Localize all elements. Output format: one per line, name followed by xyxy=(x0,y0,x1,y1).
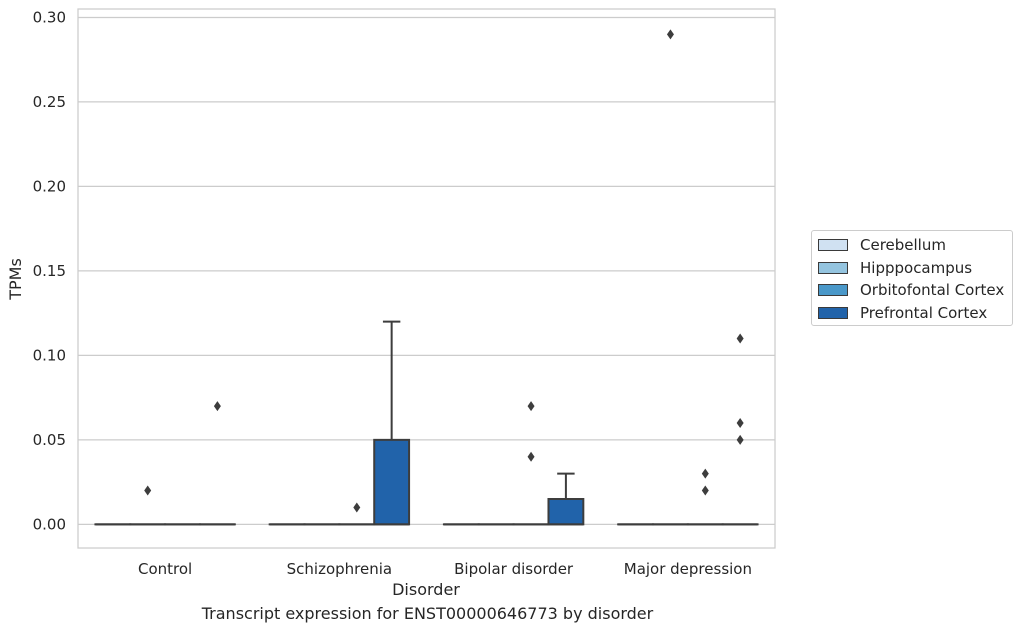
y-tick-label: 0.15 xyxy=(33,262,66,280)
box-orbitofontal-cortex xyxy=(338,502,376,526)
legend-item-cerebellum: Cerebellum xyxy=(818,235,946,255)
x-tick-label: Major depression xyxy=(624,560,752,578)
legend-swatch-orbitofrontal-cortex xyxy=(818,284,848,296)
legend-label: Orbitofontal Cortex xyxy=(860,281,1005,299)
box-prefrontal-cortex xyxy=(373,320,411,526)
box-orbitofontal-cortex xyxy=(686,468,724,526)
legend-item-prefrontal-cortex: Prefrontal Cortex xyxy=(818,303,987,323)
box-body xyxy=(547,498,585,526)
legend-item-hippocampus: Hipppocampus xyxy=(818,258,972,278)
x-tick-label: Control xyxy=(138,560,192,578)
outlier-point xyxy=(666,29,674,40)
legend: Cerebellum Hipppocampus Orbitofontal Cor… xyxy=(811,230,1013,326)
y-tick-label: 0.10 xyxy=(33,346,66,364)
x-tick-label: Bipolar disorder xyxy=(454,560,574,578)
box-hipppocampus xyxy=(652,29,689,526)
outlier-point xyxy=(701,468,709,479)
y-tick-label: 0.30 xyxy=(33,8,66,26)
outlier-point xyxy=(736,333,744,344)
y-axis-label: TPMs xyxy=(6,258,25,301)
box-hipppocampus xyxy=(129,485,167,526)
x-tick-labels: Control Schizophrenia Bipolar disorder Majo… xyxy=(138,560,752,578)
boxes xyxy=(94,29,759,526)
plot-area-frame xyxy=(77,8,776,549)
x-tick-label: Schizophrenia xyxy=(287,560,392,578)
outlier-point xyxy=(736,417,744,428)
legend-label: Cerebellum xyxy=(860,236,946,254)
y-tick-label: 0.20 xyxy=(33,177,66,195)
box-prefrontal-cortex xyxy=(721,333,759,526)
outlier-point xyxy=(527,401,535,412)
outlier-point xyxy=(527,451,535,462)
y-tick-label: 0.25 xyxy=(33,93,66,111)
box-prefrontal-cortex xyxy=(547,472,585,526)
box-prefrontal-cortex xyxy=(198,401,236,526)
outlier-point xyxy=(353,502,361,513)
legend-swatch-prefrontal-cortex xyxy=(818,307,848,319)
figure-caption: Transcript expression for ENST0000064677… xyxy=(201,604,654,623)
y-tick-labels: 0.00 0.05 0.10 0.15 0.20 0.25 0.30 xyxy=(33,8,66,533)
legend-label: Prefrontal Cortex xyxy=(860,304,988,322)
x-axis-label: Disorder xyxy=(392,580,460,599)
outlier-point xyxy=(213,401,221,412)
legend-swatch-cerebellum xyxy=(818,239,848,251)
box-orbitofontal-cortex xyxy=(512,401,550,526)
legend-item-orbitofrontal-cortex: Orbitofontal Cortex xyxy=(818,280,1004,300)
outlier-point xyxy=(701,485,709,496)
box-body xyxy=(373,438,411,526)
outlier-point xyxy=(736,434,744,445)
y-tick-label: 0.05 xyxy=(33,431,66,449)
outlier-point xyxy=(144,485,152,496)
legend-swatch-hippocampus xyxy=(818,262,848,274)
legend-label: Hipppocampus xyxy=(860,259,973,277)
y-tick-label: 0.00 xyxy=(33,515,66,533)
grid-lines xyxy=(78,16,775,525)
